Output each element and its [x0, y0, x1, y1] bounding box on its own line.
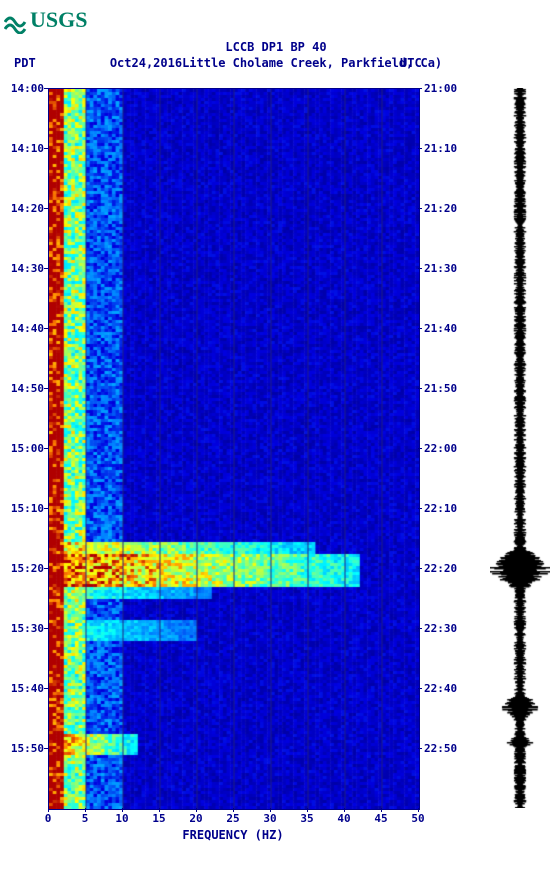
tick-mark [44, 568, 48, 569]
left-time-tick: 14:10 [4, 142, 44, 155]
tick-mark [418, 748, 422, 749]
frequency-tick: 45 [374, 812, 387, 825]
frequency-tick: 5 [82, 812, 89, 825]
right-time-tick: 21:10 [424, 142, 457, 155]
tick-mark [344, 808, 345, 812]
right-time-tick: 22:10 [424, 502, 457, 515]
right-time-tick: 22:30 [424, 622, 457, 635]
tick-mark [122, 808, 123, 812]
right-time-tick: 21:00 [424, 82, 457, 95]
right-time-tick: 22:20 [424, 562, 457, 575]
left-time-tick: 14:40 [4, 322, 44, 335]
tick-mark [44, 748, 48, 749]
tick-mark [418, 148, 422, 149]
right-time-tick: 22:40 [424, 682, 457, 695]
tick-mark [307, 808, 308, 812]
tick-mark [418, 508, 422, 509]
frequency-tick: 40 [337, 812, 350, 825]
left-time-tick: 14:50 [4, 382, 44, 395]
frequency-tick: 30 [263, 812, 276, 825]
tick-mark [418, 328, 422, 329]
tick-mark [159, 808, 160, 812]
frequency-tick: 20 [189, 812, 202, 825]
chart-header: LCCB DP1 BP 40 Oct24,2016Little Cholame … [0, 40, 552, 70]
left-time-tick: 14:00 [4, 82, 44, 95]
frequency-tick: 10 [115, 812, 128, 825]
right-time-tick: 21:30 [424, 262, 457, 275]
tick-mark [44, 628, 48, 629]
frequency-axis-label: FREQUENCY (HZ) [48, 828, 418, 842]
left-time-tick: 15:30 [4, 622, 44, 635]
tick-mark [44, 328, 48, 329]
left-time-tick: 15:50 [4, 742, 44, 755]
svg-text:USGS: USGS [30, 7, 87, 32]
tick-mark [44, 268, 48, 269]
usgs-logo: USGS [4, 4, 104, 38]
frequency-tick: 50 [411, 812, 424, 825]
left-time-tick: 15:00 [4, 442, 44, 455]
tick-mark [418, 808, 419, 812]
right-time-tick: 22:00 [424, 442, 457, 455]
right-time-tick: 21:50 [424, 382, 457, 395]
tick-mark [418, 208, 422, 209]
frequency-tick: 35 [300, 812, 313, 825]
tick-mark [270, 808, 271, 812]
tick-mark [381, 808, 382, 812]
left-timezone-label: PDT [14, 56, 36, 70]
tick-mark [44, 688, 48, 689]
spectrogram-plot [48, 88, 420, 810]
frequency-tick: 15 [152, 812, 165, 825]
tick-mark [196, 808, 197, 812]
left-time-tick: 15:10 [4, 502, 44, 515]
tick-mark [418, 448, 422, 449]
left-time-tick: 14:30 [4, 262, 44, 275]
tick-mark [418, 88, 422, 89]
right-timezone-label: UTC [400, 56, 422, 70]
tick-mark [418, 628, 422, 629]
tick-mark [44, 88, 48, 89]
tick-mark [418, 388, 422, 389]
frequency-tick: 0 [45, 812, 52, 825]
tick-mark [418, 688, 422, 689]
tick-mark [44, 388, 48, 389]
left-time-tick: 15:40 [4, 682, 44, 695]
tick-mark [85, 808, 86, 812]
tick-mark [44, 208, 48, 209]
tick-mark [233, 808, 234, 812]
frequency-tick: 25 [226, 812, 239, 825]
waveform-plot [490, 88, 550, 808]
tick-mark [44, 448, 48, 449]
tick-mark [418, 568, 422, 569]
left-time-tick: 14:20 [4, 202, 44, 215]
right-time-tick: 22:50 [424, 742, 457, 755]
tick-mark [44, 148, 48, 149]
right-time-tick: 21:20 [424, 202, 457, 215]
right-time-tick: 21:40 [424, 322, 457, 335]
chart-subtitle: Oct24,2016Little Cholame Creek, Parkfiel… [0, 56, 552, 70]
tick-mark [418, 268, 422, 269]
tick-mark [44, 508, 48, 509]
left-time-tick: 15:20 [4, 562, 44, 575]
tick-mark [48, 808, 49, 812]
chart-title: LCCB DP1 BP 40 [0, 40, 552, 54]
